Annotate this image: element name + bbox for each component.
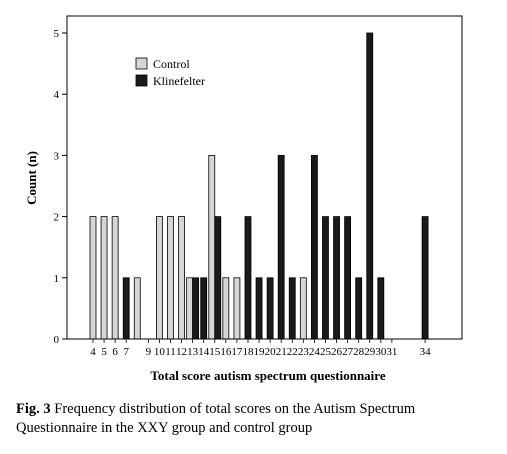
x-tick-label-19: 19 [254,346,266,358]
legend-label-klinefelter: Klinefelter [153,74,205,88]
figure-label: Fig. 3 [16,401,51,417]
x-tick-label-27: 27 [342,346,354,358]
x-tick-label-9: 9 [146,346,152,358]
y-tick-label-1: 1 [54,273,60,285]
x-tick-label-30: 30 [375,346,387,358]
bar-klinefelter-24 [310,154,318,340]
x-tick-label-25: 25 [320,346,332,358]
bar-klinefelter-22 [288,277,296,340]
legend-swatch-control [135,57,148,70]
bar-klinefelter-14 [200,277,208,340]
bar-control-4 [89,216,97,340]
bar-klinefelter-25 [322,216,329,340]
x-tick-label-26: 26 [331,346,343,358]
x-tick-label-16: 16 [220,346,232,358]
y-tick-label-3: 3 [54,150,60,162]
x-tick-label-6: 6 [112,346,118,358]
bars-group [89,32,429,340]
bar-control-8 [133,277,141,340]
x-tick-label-18: 18 [242,346,254,358]
x-tick-label-12: 12 [176,346,187,358]
x-tick-label-11: 11 [165,346,176,358]
y-tick-label-4: 4 [54,89,60,101]
bar-klinefelter-30 [377,277,385,340]
x-tick-label-31: 31 [386,346,397,358]
y-tick-label-5: 5 [54,28,60,40]
x-tick-label-14: 14 [198,346,210,358]
bar-klinefelter-27 [344,216,352,340]
bar-klinefelter-7 [122,277,130,340]
x-tick-label-28: 28 [353,346,365,358]
bar-klinefelter-13 [192,277,200,340]
bar-klinefelter-29 [366,32,374,340]
x-tick-label-29: 29 [364,346,376,358]
bar-control-10 [156,216,163,340]
x-axis-label: Total score autism spectrum questionnair… [150,368,385,383]
bar-klinefelter-19 [255,277,263,340]
bar-control-23 [299,277,307,340]
x-tick-label-4: 4 [90,346,96,358]
x-tick-label-17: 17 [231,346,243,358]
bar-control-17 [233,277,241,340]
y-axis-label: Count (n) [24,151,39,205]
x-tick-label-22: 22 [287,346,298,358]
x-tick-label-23: 23 [298,346,310,358]
bar-control-13 [186,277,194,340]
bar-klinefelter-20 [266,277,274,340]
plot-frame [66,15,463,340]
bar-control-16 [222,277,230,340]
legend: Control Klinefelter [135,57,205,88]
y-tick-label-0: 0 [54,334,60,346]
x-tick-label-15: 15 [209,346,221,358]
x-tick-label-34: 34 [420,346,432,358]
x-tick-label-7: 7 [123,346,129,358]
bar-klinefelter-18 [244,216,252,340]
bar-control-15 [208,154,216,340]
x-tick-label-21: 21 [276,346,287,358]
bar-control-11 [167,216,174,340]
x-tick-label-20: 20 [265,346,277,358]
x-tick-label-10: 10 [154,346,166,358]
bar-klinefelter-15 [214,216,222,340]
legend-label-control: Control [153,57,190,71]
bar-control-6 [111,216,119,340]
figure-caption: Fig. 3 Frequency distribution of total s… [16,400,496,438]
x-tick-label-13: 13 [187,346,199,358]
y-axis-ticks: 0 1 2 3 4 5 [54,28,67,346]
x-axis-ticks: 4 5 6 7 9 10 11 12 13 14 15 16 17 18 19 20 21 22 23 24 25 26 2… [90,339,431,358]
figure-caption-text: Frequency distribution of total scores o… [16,401,416,436]
x-tick-label-5: 5 [101,346,107,358]
bar-klinefelter-26 [333,216,340,340]
bar-klinefelter-28 [355,277,363,340]
y-tick-label-2: 2 [54,212,60,224]
bar-klinefelter-21 [277,154,285,340]
bar-klinefelter-34 [421,216,429,340]
bar-control-12 [178,216,185,340]
bar-control-5 [100,216,108,340]
legend-swatch-klinefelter [135,74,148,87]
x-tick-label-24: 24 [309,346,321,358]
